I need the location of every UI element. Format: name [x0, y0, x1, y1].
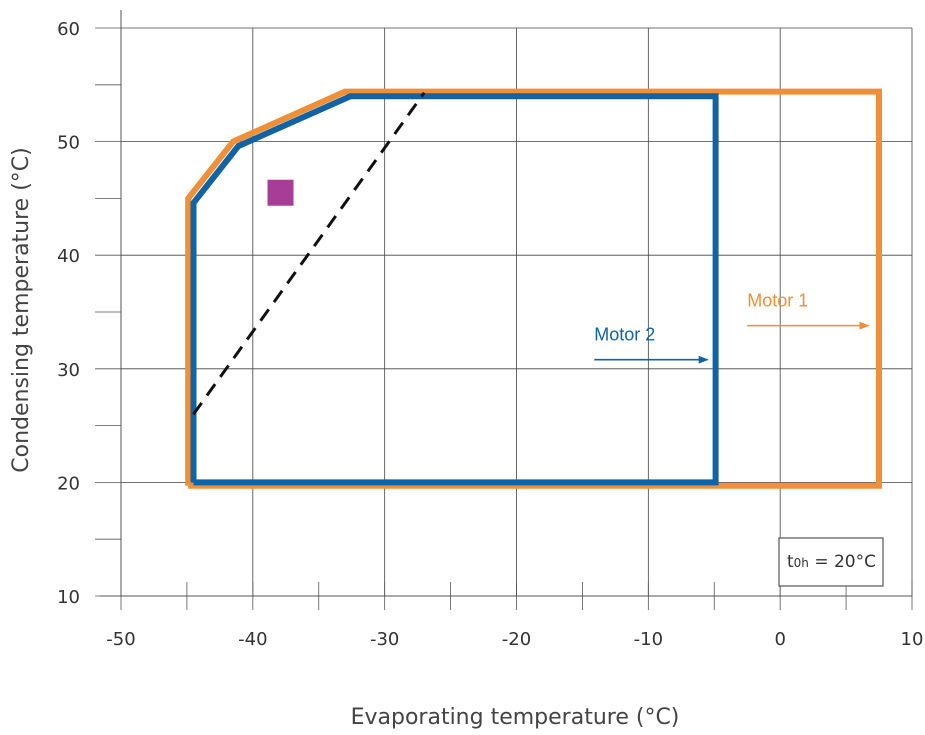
x-tick-label: -40: [238, 629, 267, 650]
axes: [100, 10, 912, 597]
series-outline-motor-2: [190, 93, 719, 486]
y-tick-label: 10: [57, 587, 80, 608]
series-layer: [185, 88, 882, 489]
series-label-motor-1: Motor 1: [747, 290, 808, 310]
x-axis-title: Evaporating temperature (°C): [351, 705, 680, 730]
x-tick-label: -10: [634, 629, 663, 650]
x-tick-label: -50: [106, 629, 135, 650]
svg-text:t0h = 20°C: t0h = 20°C: [787, 552, 876, 572]
labels-layer: -50 -40 -30 -20 -10 0 10 10 20 30 40 50 60 Motor 1 Mot…: [57, 19, 923, 650]
grid: [121, 27, 913, 596]
y-tick-label: 20: [57, 473, 80, 494]
x-tick-label: -30: [370, 629, 399, 650]
note-prefix: t: [787, 552, 794, 572]
x-tick-label: 10: [901, 629, 924, 650]
x-tick-label: 0: [774, 629, 785, 650]
y-axis-title: Condensing temperature (°C): [9, 147, 34, 473]
y-tick-label: 30: [57, 360, 80, 381]
dashed-line: [192, 91, 426, 416]
x-tick-label: -20: [502, 629, 531, 650]
series-outline-motor-1: [185, 88, 882, 489]
ticks-layer: [95, 27, 913, 610]
series-label-motor-2: Motor 2: [594, 324, 655, 344]
note-subscript: 0h: [794, 556, 809, 570]
marker-square: [267, 179, 294, 206]
y-tick-label: 50: [57, 133, 80, 154]
note-box: t0h = 20°C: [778, 537, 884, 587]
note-suffix: = 20°C: [809, 552, 876, 572]
y-tick-label: 60: [57, 19, 80, 40]
y-tick-label: 40: [57, 246, 80, 267]
